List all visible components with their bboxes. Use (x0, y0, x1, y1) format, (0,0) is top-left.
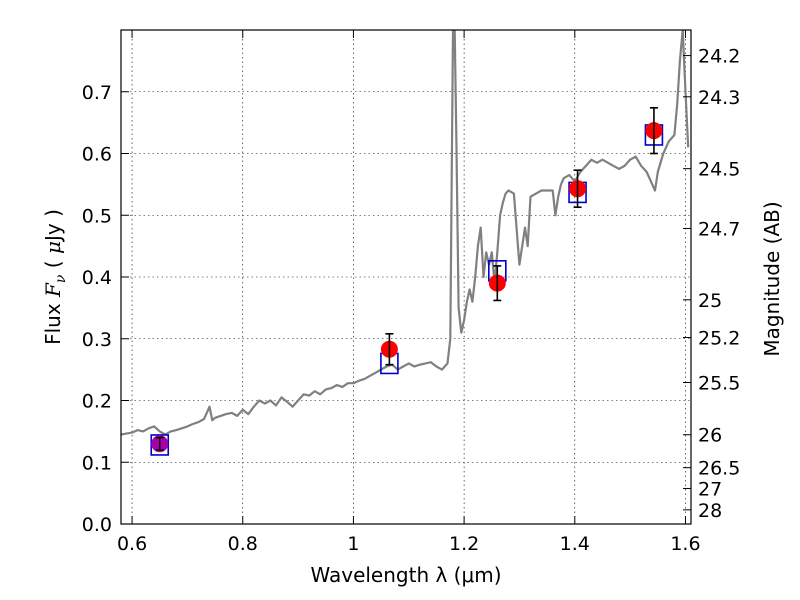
right-tick-label: 27 (698, 478, 722, 500)
grid (121, 30, 691, 525)
ticks: 0.6 0.8 1 1.2 1.4 1.6 0.0 0.1 0.2 0.3 0.4 0.5 0.6 0.7… (82, 30, 740, 555)
right-axis-label: Magnitude (AB) (760, 201, 784, 356)
right-tick-label: 24.3 (698, 87, 740, 109)
x-tick-label: 1.2 (449, 533, 479, 555)
right-tick-label: 25.5 (698, 373, 740, 395)
right-tick-label: 28 (698, 500, 722, 522)
x-tick-label: 1.4 (560, 533, 590, 555)
y-tick-label: 0.3 (82, 329, 112, 351)
y-tick-label: 0.4 (82, 267, 112, 289)
x-tick-label: 1 (347, 533, 359, 555)
y-tick-label: 0.5 (82, 205, 112, 227)
right-tick-label: 24.7 (698, 218, 740, 240)
y-tick-label: 0.1 (82, 452, 112, 474)
y-axis-label: Flux Fν ( μJy ) (41, 209, 69, 345)
spectrum-line (121, 30, 690, 436)
y-tick-label: 0.2 (82, 391, 112, 413)
right-tick-label: 25 (698, 290, 722, 312)
model-photometry-square (150, 434, 170, 456)
x-axis-label: Wavelength λ (μm) (310, 563, 501, 587)
right-tick-label: 26 (698, 425, 722, 447)
plot-area (121, 30, 690, 456)
x-tick-label: 0.8 (228, 533, 258, 555)
y-tick-label: 0.7 (82, 82, 112, 104)
y-tick-label: 0.0 (82, 514, 112, 536)
right-tick-label: 24.5 (698, 159, 740, 181)
y-tick-label: 0.6 (82, 144, 112, 166)
x-tick-label: 0.6 (117, 533, 147, 555)
right-tick-label: 26.5 (698, 458, 740, 480)
right-tick-label: 24.2 (698, 46, 740, 68)
right-tick-label: 25.2 (698, 328, 740, 350)
x-tick-label: 1.6 (670, 533, 700, 555)
